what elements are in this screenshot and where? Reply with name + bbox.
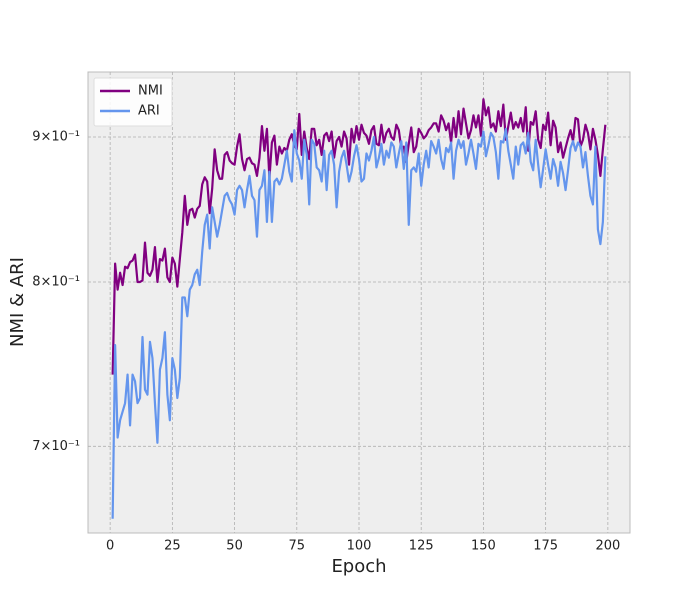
line: [111, 98, 607, 375]
y-tick-label: 7×10⁻¹: [32, 439, 80, 454]
x-axis-label: Epoch: [331, 556, 386, 577]
x-tick-label: 175: [533, 539, 558, 554]
x-tick-label: 100: [347, 539, 372, 554]
line: [111, 127, 607, 519]
x-tick-label: 150: [471, 539, 496, 554]
x-tick-label: 75: [289, 539, 306, 554]
x-tick-label: 0: [106, 539, 114, 554]
x-tick-label: 200: [595, 539, 620, 554]
y-tick-label: 9×10⁻¹: [32, 129, 80, 144]
y-axis-label: NMI & ARI: [7, 257, 28, 347]
legend-label: NMI: [138, 84, 163, 99]
x-tick-label: 50: [226, 539, 243, 554]
x-tick-label: 25: [164, 539, 181, 554]
y-tick-label: 8×10⁻¹: [32, 274, 80, 289]
legend-label: ARI: [138, 104, 160, 119]
x-tick-label: 125: [409, 539, 434, 554]
